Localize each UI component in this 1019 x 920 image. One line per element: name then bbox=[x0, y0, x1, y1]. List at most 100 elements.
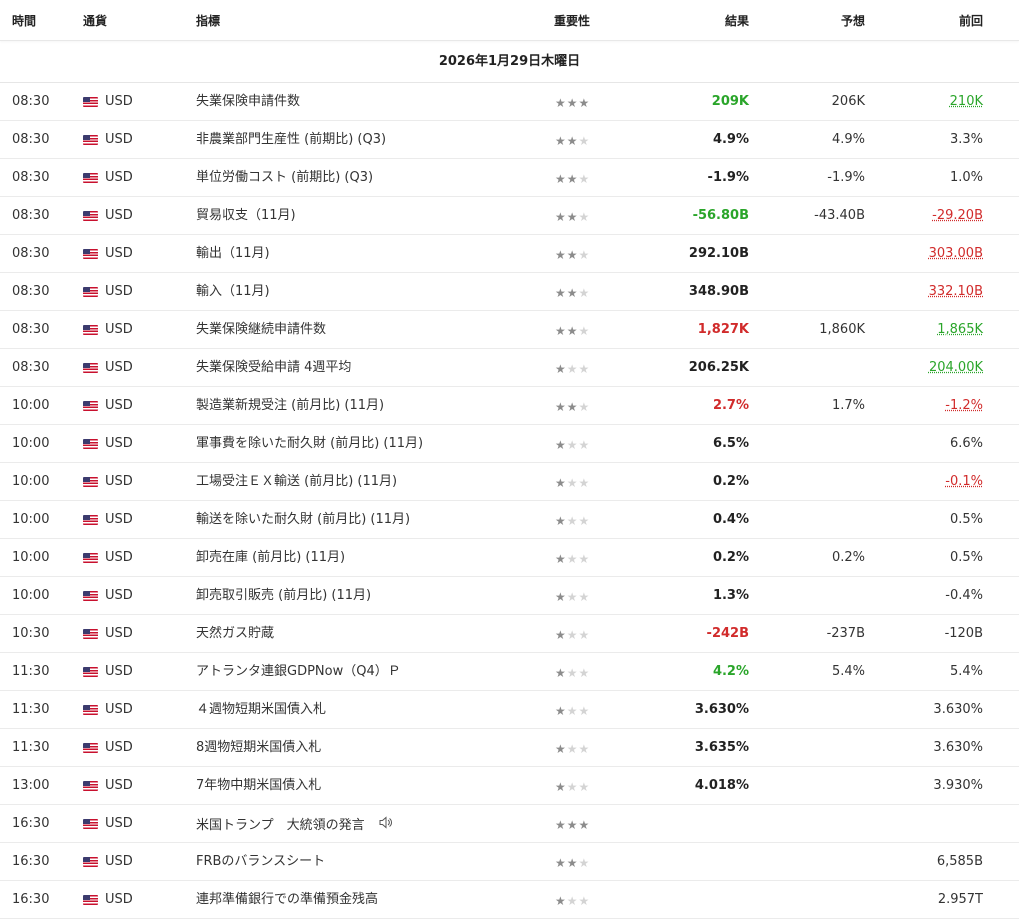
indicator-name[interactable]: 軍事費を除いた耐久財 (前月比) (11月) bbox=[196, 436, 423, 452]
indicator-name[interactable]: 非農業部門生産性 (前期比) (Q3) bbox=[196, 132, 386, 148]
indicator-name[interactable]: FRBのバランスシート bbox=[196, 854, 325, 870]
table-row[interactable]: 10:00 USD 製造業新規受注 (前月比) (11月) ★★★ 2.7% 1.7% -1… bbox=[0, 387, 1019, 425]
indicator-name[interactable]: 輸入（11月) bbox=[196, 284, 270, 300]
previous-value: -29.20B bbox=[932, 208, 983, 223]
event-time: 10:00 bbox=[12, 436, 50, 451]
indicator-label: 失業保険受給申請 4週平均 bbox=[196, 360, 352, 375]
table-row[interactable]: 08:30 USD 失業保険申請件数 ★★★ 209K 206K 210K bbox=[0, 83, 1019, 121]
table-row[interactable]: 16:30 USD 米国トランプ 大統領の発言 ★★★ bbox=[0, 805, 1019, 843]
table-row[interactable]: 11:30 USD 8週物短期米国債入札 ★★★ 3.635% 3.630% bbox=[0, 729, 1019, 767]
indicator-label: 輸送を除いた耐久財 (前月比) (11月) bbox=[196, 512, 411, 527]
table-row[interactable]: 08:30 USD 輸入（11月) ★★★ 348.90B 332.10B bbox=[0, 273, 1019, 311]
currency-code: USD bbox=[105, 246, 133, 261]
speaker-icon[interactable] bbox=[379, 816, 393, 834]
table-row[interactable]: 08:30 USD 輸出（11月) ★★★ 292.10B 303.00B bbox=[0, 235, 1019, 273]
actual-value: 0.2% bbox=[712, 550, 749, 565]
indicator-name[interactable]: 単位労働コスト (前期比) (Q3) bbox=[196, 170, 373, 186]
table-row[interactable]: 11:30 USD ４週物短期米国債入札 ★★★ 3.630% 3.630% bbox=[0, 691, 1019, 729]
importance-stars: ★★★ bbox=[555, 817, 590, 833]
star-filled-icon: ★ bbox=[555, 894, 567, 908]
table-row[interactable]: 10:30 USD 天然ガス貯蔵 ★★★ -242B -237B -120B bbox=[0, 615, 1019, 653]
table-row[interactable]: 08:30 USD 非農業部門生産性 (前期比) (Q3) ★★★ 4.9% 4.9% 3.… bbox=[0, 121, 1019, 159]
event-time: 11:30 bbox=[12, 740, 50, 755]
indicator-name[interactable]: 失業保険継続申請件数 bbox=[196, 322, 326, 338]
indicator-name[interactable]: 失業保険申請件数 bbox=[196, 94, 300, 110]
actual-value: 0.4% bbox=[712, 512, 749, 527]
indicator-name[interactable]: 天然ガス貯蔵 bbox=[196, 626, 274, 642]
star-filled-icon: ★ bbox=[555, 172, 567, 186]
table-row[interactable]: 08:30 USD 失業保険継続申請件数 ★★★ 1,827K 1,860K 1,865K bbox=[0, 311, 1019, 349]
header-currency: 通貨 bbox=[83, 14, 108, 28]
indicator-name[interactable]: 7年物中期米国債入札 bbox=[196, 778, 321, 794]
table-row[interactable]: 10:00 USD 卸売取引販売 (前月比) (11月) ★★★ 1.3% -0.4% bbox=[0, 577, 1019, 615]
importance-stars: ★★★ bbox=[555, 513, 590, 529]
indicator-name[interactable]: 輸送を除いた耐久財 (前月比) (11月) bbox=[196, 512, 410, 528]
table-row[interactable]: 08:30 USD 単位労働コスト (前期比) (Q3) ★★★ -1.9% -1.9% 1… bbox=[0, 159, 1019, 197]
indicator-label: 卸売取引販売 (前月比) (11月) bbox=[196, 588, 372, 603]
header-previous: 前回 bbox=[958, 14, 983, 28]
star-filled-icon: ★ bbox=[555, 628, 567, 642]
actual-value: 4.2% bbox=[712, 664, 749, 679]
importance-stars: ★★★ bbox=[555, 627, 590, 643]
table-row[interactable]: 08:30 USD 貿易収支（11月) ★★★ -56.80B -43.40B -29.20… bbox=[0, 197, 1019, 235]
indicator-name[interactable]: 失業保険受給申請 4週平均 bbox=[196, 360, 351, 376]
table-row[interactable]: 10:00 USD 卸売在庫 (前月比) (11月) ★★★ 0.2% 0.2% 0.5% bbox=[0, 539, 1019, 577]
us-flag-icon bbox=[83, 477, 98, 487]
table-row[interactable]: 11:30 USD アトランタ連銀GDPNow（Q4）Ｐ ★★★ 4.2% 5.4% 5.4… bbox=[0, 653, 1019, 691]
indicator-name[interactable]: 貿易収支（11月) bbox=[196, 208, 296, 224]
indicator-label: 失業保険継続申請件数 bbox=[196, 322, 327, 337]
star-filled-icon: ★ bbox=[555, 704, 567, 718]
currency-code: USD bbox=[105, 398, 133, 413]
indicator-label: アトランタ連銀GDPNow（Q4）Ｐ bbox=[196, 664, 401, 679]
star-empty-icon: ★ bbox=[566, 666, 579, 680]
star-empty-icon: ★ bbox=[566, 590, 579, 604]
currency-code: USD bbox=[105, 322, 133, 337]
star-filled-icon: ★ bbox=[555, 856, 567, 870]
importance-stars: ★★★ bbox=[555, 589, 590, 605]
event-time: 13:00 bbox=[12, 778, 50, 793]
indicator-name[interactable]: 卸売取引販売 (前月比) (11月) bbox=[196, 588, 371, 604]
table-row[interactable]: 10:00 USD 軍事費を除いた耐久財 (前月比) (11月) ★★★ 6.5% 6.6… bbox=[0, 425, 1019, 463]
indicator-name[interactable]: 連邦準備銀行での準備預金残高 bbox=[196, 892, 378, 908]
star-empty-icon: ★ bbox=[578, 628, 591, 642]
star-empty-icon: ★ bbox=[578, 856, 591, 870]
indicator-name[interactable]: 米国トランプ 大統領の発言 bbox=[196, 816, 393, 834]
actual-value: 2.7% bbox=[712, 398, 749, 413]
star-empty-icon: ★ bbox=[566, 476, 579, 490]
indicator-name[interactable]: 8週物短期米国債入札 bbox=[196, 740, 321, 756]
indicator-name[interactable]: アトランタ連銀GDPNow（Q4）Ｐ bbox=[196, 664, 401, 680]
star-filled-icon: ★ bbox=[555, 324, 567, 338]
previous-value: 0.5% bbox=[949, 512, 983, 527]
currency-code: USD bbox=[105, 550, 133, 565]
star-empty-icon: ★ bbox=[566, 362, 579, 376]
table-row[interactable]: 10:00 USD 輸送を除いた耐久財 (前月比) (11月) ★★★ 0.4% 0.5% bbox=[0, 501, 1019, 539]
star-filled-icon: ★ bbox=[555, 818, 567, 832]
star-filled-icon: ★ bbox=[555, 286, 567, 300]
indicator-name[interactable]: 工場受注ＥＸ輸送 (前月比) (11月) bbox=[196, 474, 397, 490]
indicator-name[interactable]: ４週物短期米国債入札 bbox=[196, 702, 326, 718]
table-row[interactable]: 16:30 USD 連邦準備銀行での準備預金残高 ★★★ 2.957T bbox=[0, 881, 1019, 919]
previous-value: 210K bbox=[949, 94, 983, 109]
indicator-name[interactable]: 製造業新規受注 (前月比) (11月) bbox=[196, 398, 384, 414]
star-filled-icon: ★ bbox=[555, 666, 567, 680]
table-row[interactable]: 08:30 USD 失業保険受給申請 4週平均 ★★★ 206.25K 204.00K bbox=[0, 349, 1019, 387]
star-empty-icon: ★ bbox=[578, 780, 591, 794]
star-filled-icon: ★ bbox=[566, 856, 579, 870]
table-row[interactable]: 10:00 USD 工場受注ＥＸ輸送 (前月比) (11月) ★★★ 0.2% -0.1% bbox=[0, 463, 1019, 501]
star-filled-icon: ★ bbox=[566, 210, 579, 224]
actual-value: 0.2% bbox=[712, 474, 749, 489]
table-row[interactable]: 16:30 USD FRBのバランスシート ★★★ 6,585B bbox=[0, 843, 1019, 881]
table-row[interactable]: 13:00 USD 7年物中期米国債入札 ★★★ 4.018% 3.930% bbox=[0, 767, 1019, 805]
indicator-label: 単位労働コスト (前期比) (Q3) bbox=[196, 170, 374, 185]
indicator-label: FRBのバランスシート bbox=[196, 854, 326, 869]
importance-stars: ★★★ bbox=[555, 247, 590, 263]
previous-value: 2.957T bbox=[937, 892, 983, 907]
event-time: 08:30 bbox=[12, 170, 50, 185]
indicator-name[interactable]: 輸出（11月) bbox=[196, 246, 270, 262]
event-time: 10:30 bbox=[12, 626, 50, 641]
forecast-value: 4.9% bbox=[831, 132, 865, 147]
us-flag-icon bbox=[83, 629, 98, 639]
indicator-name[interactable]: 卸売在庫 (前月比) (11月) bbox=[196, 550, 345, 566]
currency-code: USD bbox=[105, 474, 133, 489]
